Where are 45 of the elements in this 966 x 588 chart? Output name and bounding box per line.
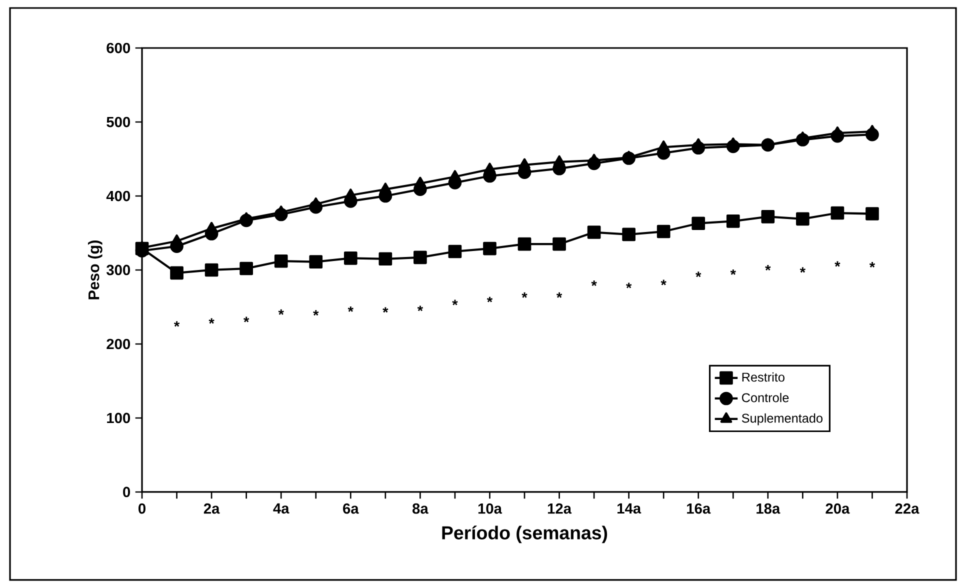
annotation: * xyxy=(278,309,284,315)
annotation: * xyxy=(313,310,319,316)
y-tick-label: 500 xyxy=(106,116,130,128)
x-tick-label: 18a xyxy=(756,503,780,514)
y-tick-label: 100 xyxy=(107,412,130,424)
annotation: * xyxy=(556,292,562,298)
x-tick-label: 6a xyxy=(343,503,359,514)
annotation: * xyxy=(730,269,736,275)
y-tick-label: 0 xyxy=(123,486,130,498)
legend-label: Suplementado xyxy=(742,413,822,426)
x-tick-label: 14a xyxy=(618,503,642,514)
y-tick-label: 400 xyxy=(106,190,130,202)
annotation: * xyxy=(382,307,388,313)
annotation: * xyxy=(591,280,597,286)
annotation: * xyxy=(522,292,528,298)
annotation: * xyxy=(765,265,771,270)
annotation: * xyxy=(869,262,876,268)
annotation: * xyxy=(834,261,840,267)
x-tick-label: 0 xyxy=(138,503,146,514)
legend-label: Restrito xyxy=(742,372,784,382)
x-tick-label: 12a xyxy=(548,503,572,514)
annotation: * xyxy=(660,280,666,286)
annotation: * xyxy=(417,306,424,312)
annotation: * xyxy=(244,316,250,322)
y-axis-title: Peso (g) xyxy=(88,240,102,300)
annotation: * xyxy=(800,267,806,273)
annotation: * xyxy=(486,296,493,302)
x-tick-label: 16a xyxy=(687,503,711,514)
x-tick-label: 4a xyxy=(273,503,290,514)
x-tick-label: 10a xyxy=(478,503,502,514)
y-tick-label: 200 xyxy=(106,338,130,350)
annotation: * xyxy=(452,300,458,306)
legend-label: Controle xyxy=(742,392,789,402)
annotation: * xyxy=(696,272,702,278)
x-tick-label: 22a xyxy=(895,503,920,514)
annotation: * xyxy=(348,306,354,312)
x-tick-label: 20a xyxy=(826,503,850,514)
x-tick-label: 2a xyxy=(204,503,220,514)
x-axis-title: Período (semanas) xyxy=(442,526,608,544)
annotation: * xyxy=(174,321,180,327)
annotation: * xyxy=(208,318,214,324)
annotation: * xyxy=(626,282,632,288)
x-tick-label: 8a xyxy=(412,503,428,514)
y-tick-label: 600 xyxy=(106,42,130,54)
y-tick-label: 300 xyxy=(106,264,130,276)
